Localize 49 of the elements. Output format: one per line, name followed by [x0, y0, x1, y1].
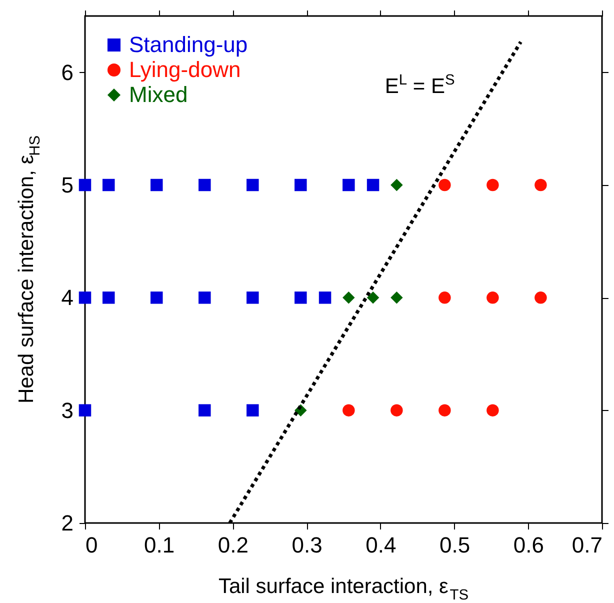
point [342, 292, 355, 304]
point [246, 292, 259, 304]
y-tick-label: 2 [61, 510, 74, 536]
point [294, 292, 307, 304]
point [486, 404, 499, 416]
point [318, 292, 332, 304]
point [246, 178, 259, 192]
legend-label: Standing-up [129, 32, 248, 57]
point [390, 178, 403, 192]
point [438, 404, 451, 416]
point [342, 178, 355, 192]
point [246, 404, 259, 416]
point [198, 292, 211, 304]
x-tick-label: 0.3 [292, 532, 322, 558]
point [438, 292, 451, 304]
point [342, 404, 355, 416]
point [150, 292, 163, 304]
x-tick-label: 0.6 [513, 532, 544, 558]
x-tick-label: 0.7 [572, 532, 602, 558]
point [366, 292, 380, 304]
point [102, 292, 115, 304]
point [486, 292, 499, 304]
point [150, 178, 163, 192]
x-tick-label: 0.4 [366, 532, 396, 558]
y-axis-title: Head surface interaction, εHS [15, 135, 44, 404]
y-tick-label: 5 [61, 172, 74, 198]
y-tick-label: 6 [61, 60, 74, 85]
point [366, 178, 380, 192]
point [78, 292, 92, 304]
point [486, 178, 499, 192]
point [198, 404, 211, 416]
point [198, 178, 211, 192]
point [390, 404, 403, 416]
point [390, 292, 403, 304]
legend-label: Lying-down [129, 57, 241, 82]
point [534, 178, 547, 192]
point [78, 404, 92, 416]
y-tick-label: 3 [61, 398, 74, 423]
point [438, 178, 451, 192]
point [534, 292, 547, 304]
point [78, 178, 92, 192]
point [102, 178, 115, 192]
x-tick-label: 0 [86, 532, 98, 558]
point [294, 178, 307, 192]
y-tick-label: 4 [61, 285, 74, 310]
legend-label: Mixed [129, 82, 188, 107]
x-tick-label: 0.2 [218, 532, 249, 558]
x-tick-label: 0.5 [439, 532, 470, 558]
x-tick-label: 0.1 [144, 532, 175, 558]
